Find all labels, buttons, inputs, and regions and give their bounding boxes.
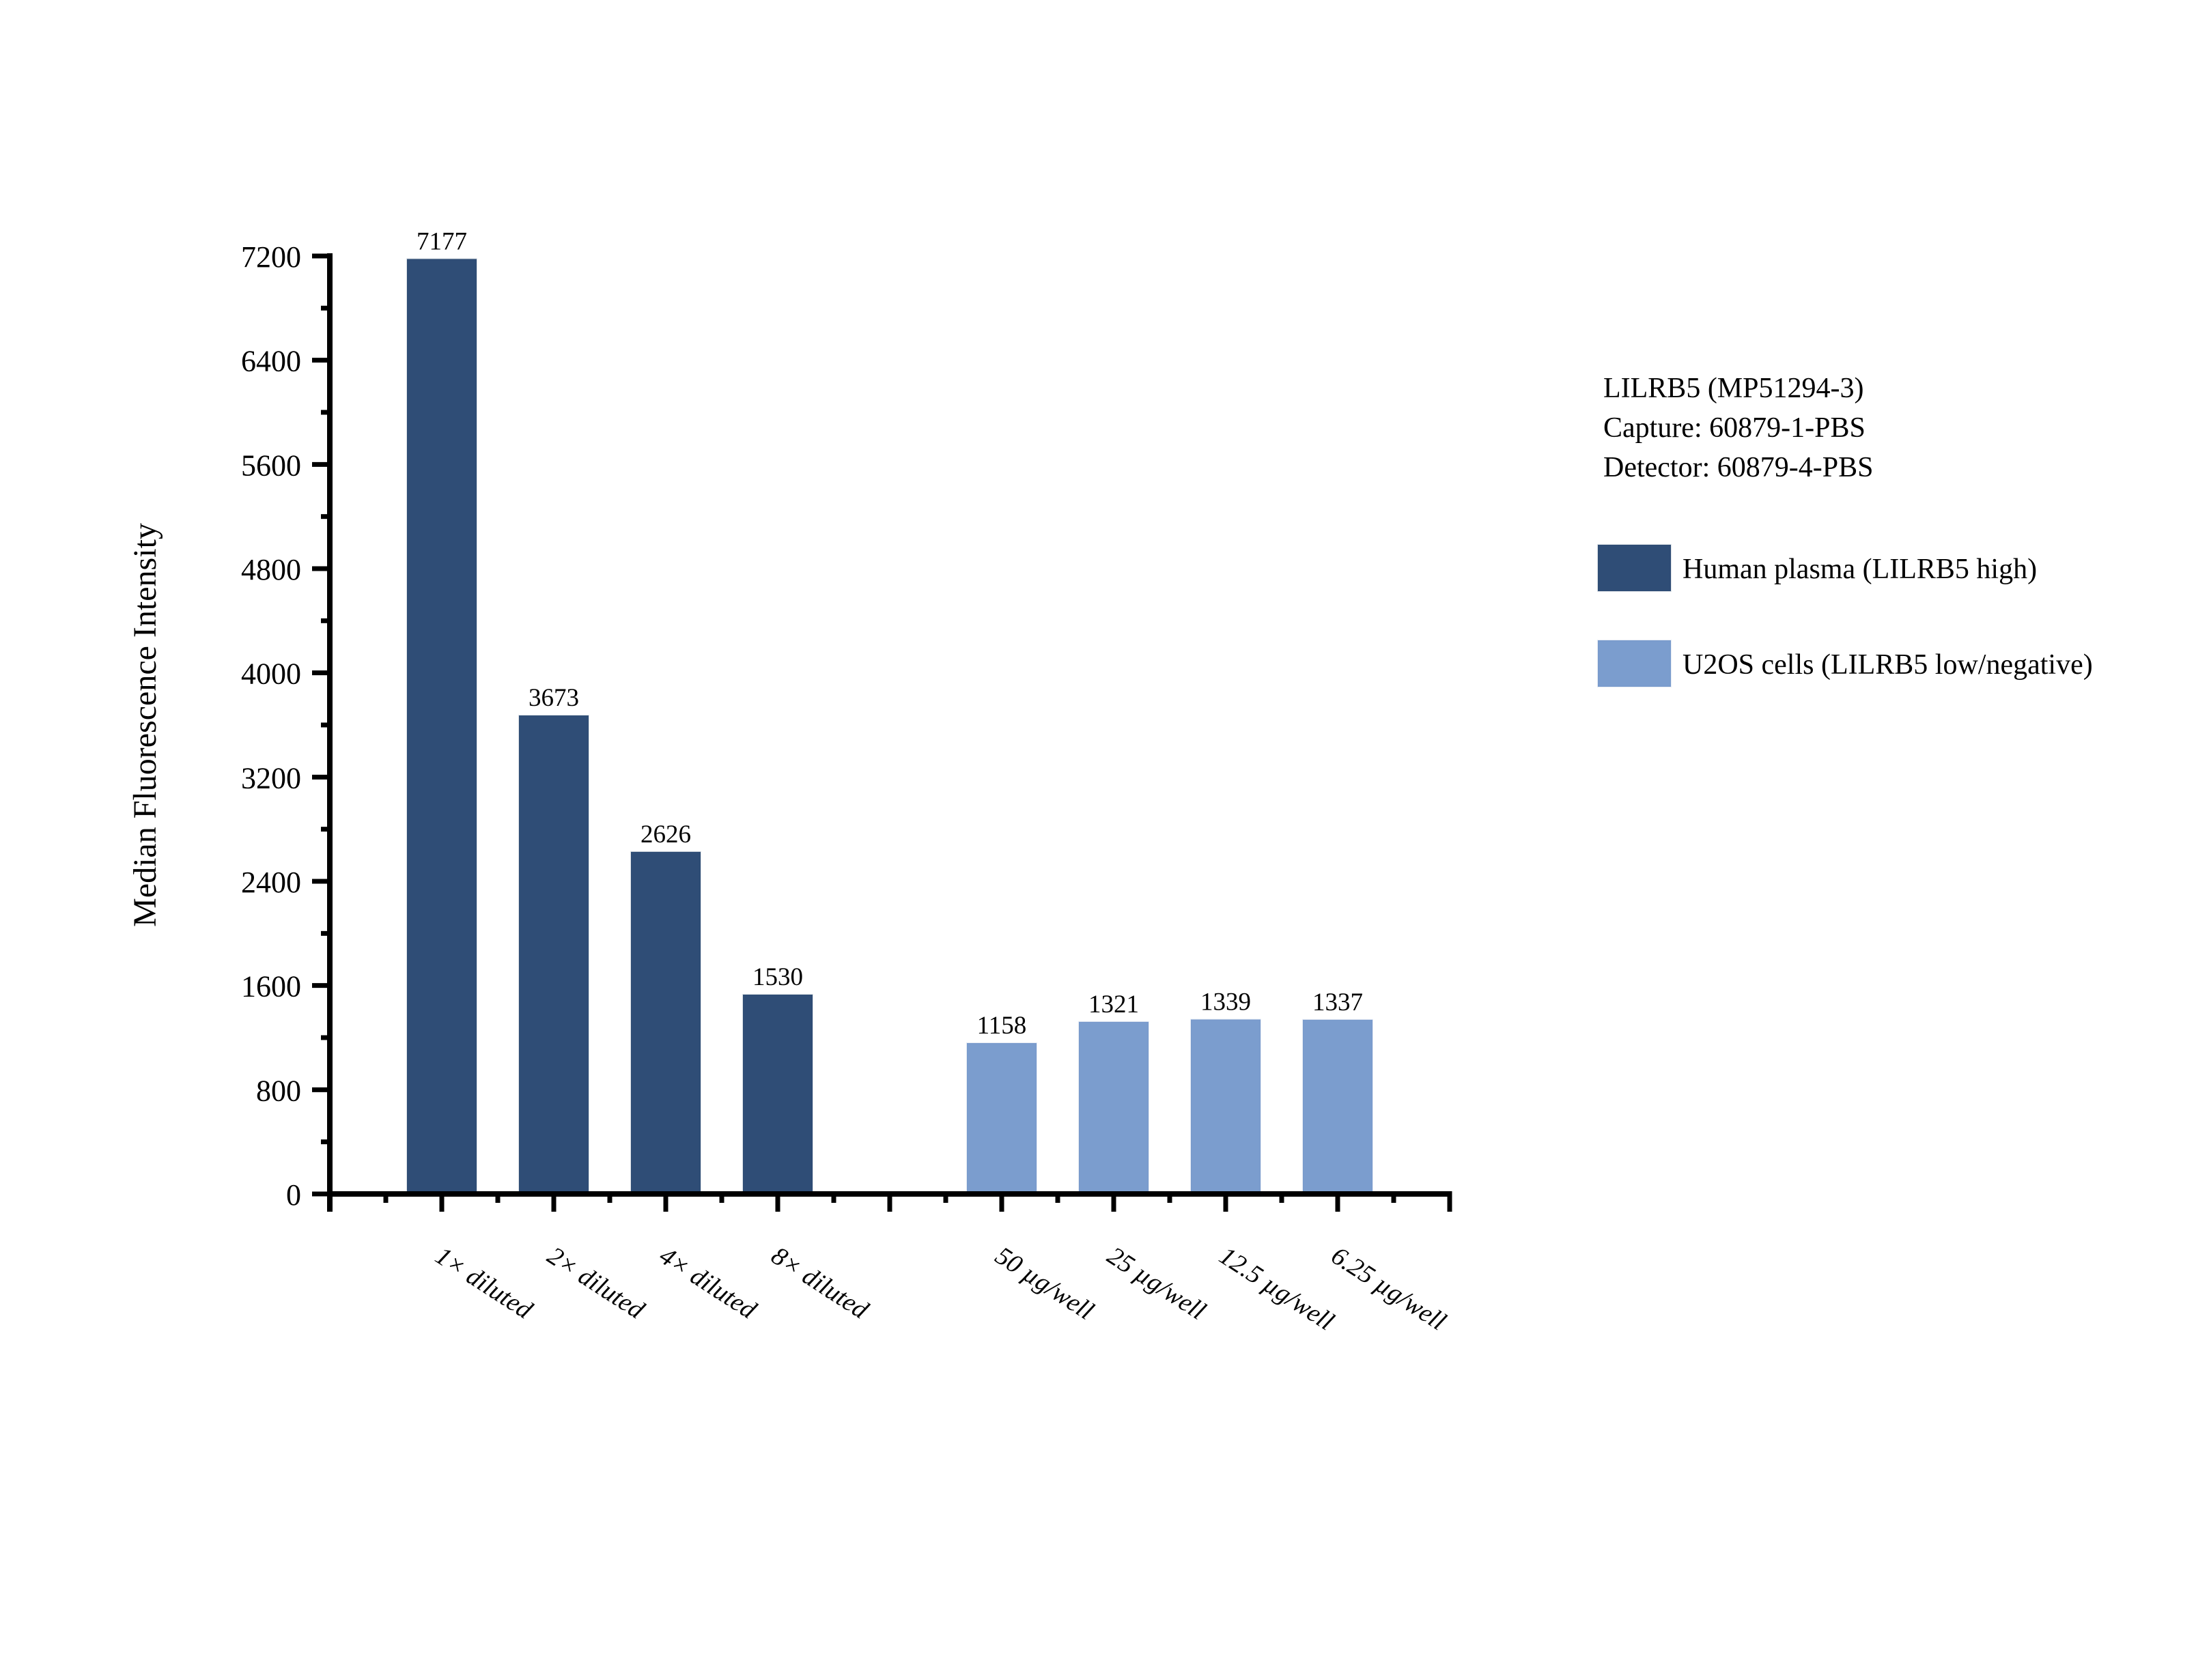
y-tick-label: 1600: [241, 970, 301, 1003]
bar: [1078, 1021, 1149, 1195]
bar-value-label: 1530: [752, 963, 803, 991]
bar: [406, 258, 477, 1195]
annotation-line-2: Capture: 60879-1-PBS: [1603, 412, 1866, 444]
legend-label: Human plasma (LILRB5 high): [1683, 554, 2037, 585]
x-tick-label: 50 µg/well: [990, 1241, 1099, 1326]
bar-value-label: 1158: [977, 1012, 1027, 1040]
bar: [966, 1042, 1037, 1195]
y-tick-label: 800: [256, 1074, 301, 1107]
x-tick-label: 6.25 µg/well: [1326, 1241, 1451, 1336]
bar: [1190, 1019, 1261, 1195]
y-tick-label: 4800: [241, 553, 301, 586]
bar-value-label: 2626: [640, 821, 691, 849]
bars-group: 7177 3673 2626 1530 1158 1321 1339 1337: [406, 227, 1373, 1195]
y-tick-label: 0: [286, 1178, 301, 1212]
bar-value-label: 1337: [1312, 988, 1363, 1016]
x-tick-label: 4× diluted: [654, 1241, 762, 1325]
x-tick-label: 2× diluted: [542, 1241, 650, 1325]
bar-value-label: 1339: [1200, 988, 1251, 1016]
bar: [1302, 1019, 1373, 1195]
y-axis-title: Median Fluorescence Intensity: [127, 523, 163, 927]
y-tick-label: 2400: [241, 866, 301, 899]
y-tick-label: 3200: [241, 761, 301, 795]
bar-value-label: 3673: [529, 684, 579, 712]
bar: [518, 715, 589, 1195]
x-tick-label: 8× diluted: [766, 1241, 874, 1325]
bar: [742, 994, 813, 1195]
bar: [630, 851, 701, 1195]
legend-swatch: [1597, 544, 1672, 592]
annotation-line-1: LILRB5 (MP51294-3): [1603, 373, 1864, 404]
x-tick-label: 12.5 µg/well: [1214, 1241, 1339, 1336]
y-tick-label: 5600: [241, 449, 301, 482]
bar-value-label: 7177: [417, 227, 467, 255]
x-tick-label: 1× diluted: [430, 1241, 538, 1325]
annotation-block: LILRB5 (MP51294-3) Capture: 60879-1-PBS …: [1603, 373, 1873, 483]
bar-value-label: 1321: [1088, 991, 1139, 1019]
legend-group: Human plasma (LILRB5 high) U2OS cells (LI…: [1597, 544, 2093, 687]
legend-label: U2OS cells (LILRB5 low/negative): [1683, 649, 2093, 681]
y-tick-label: 4000: [241, 657, 301, 691]
annotation-line-3: Detector: 60879-4-PBS: [1603, 452, 1873, 483]
x-tick-label: 25 µg/well: [1102, 1241, 1211, 1326]
y-tick-label: 6400: [241, 345, 301, 378]
y-tick-label: 7200: [241, 240, 301, 274]
legend-swatch: [1597, 640, 1672, 687]
